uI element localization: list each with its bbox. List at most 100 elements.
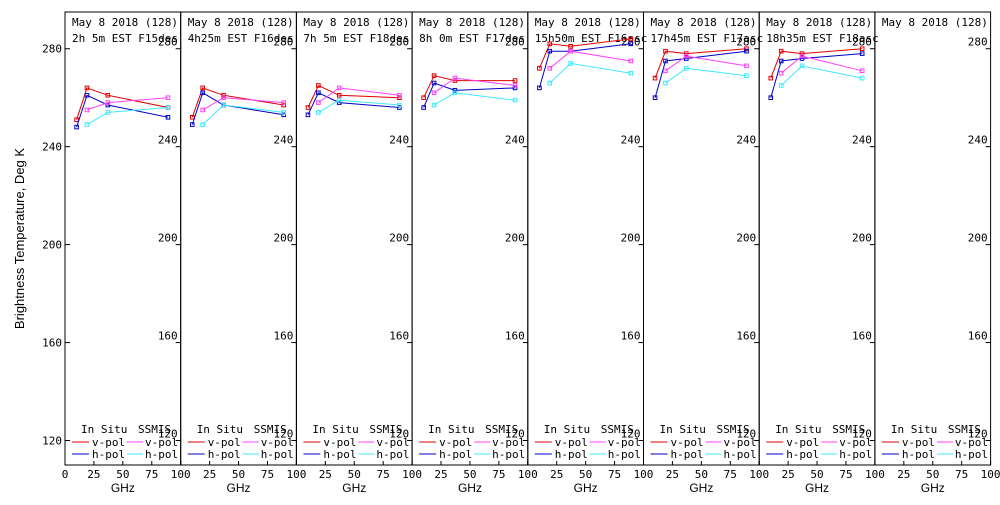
panel-title-date: May 8 2018 (128) <box>651 16 757 29</box>
x-tick-label: 50 <box>579 468 592 481</box>
legend-label-insitu: v-pol <box>439 436 472 449</box>
data-point <box>200 85 205 91</box>
legend-ssmis-header: SSMIS <box>832 423 865 436</box>
y-tick-label: 240 <box>158 134 178 147</box>
y-tick-label-left: 120 <box>42 435 62 448</box>
y-tick-label: 280 <box>389 36 409 49</box>
data-point <box>221 95 226 101</box>
data-point <box>778 58 784 64</box>
panel-title-date: May 8 2018 (128) <box>419 16 525 29</box>
data-point <box>165 114 171 120</box>
data-point <box>305 105 311 110</box>
data-point <box>316 83 321 88</box>
data-point <box>628 58 634 64</box>
data-point <box>652 75 658 81</box>
x-tick-label: 100 <box>402 468 422 481</box>
data-point <box>421 95 426 101</box>
data-point <box>663 80 668 86</box>
x-axis-label: GHz <box>689 481 713 495</box>
data-point <box>397 105 402 110</box>
series-line-in-situ-h-pol <box>654 50 747 98</box>
series-line-in-situ-v-pol <box>538 38 631 69</box>
data-point <box>568 48 573 54</box>
panel-title-date: May 8 2018 (128) <box>303 16 409 29</box>
x-tick-label: 100 <box>171 468 191 481</box>
panel-title-time: 17h45m EST F17asc <box>651 32 764 45</box>
y-tick-label: 200 <box>505 232 525 245</box>
y-tick-label: 280 <box>274 36 294 49</box>
panel-6: May 8 2018 (128) 17h45m EST F17asc 120 160 2… <box>643 11 769 495</box>
data-point <box>547 80 553 86</box>
x-axis-label: GHz <box>921 481 945 495</box>
series-line-in-situ-h-pol <box>76 94 169 128</box>
data-point <box>200 122 205 127</box>
x-tick-label: 50 <box>926 468 939 481</box>
data-point <box>221 102 226 108</box>
legend-label-ssmis: h-pol <box>261 448 294 461</box>
data-point <box>768 95 774 101</box>
x-axis-label: GHz <box>574 481 598 495</box>
legend-label-ssmis: v-pol <box>145 436 178 449</box>
x-tick-label: 50 <box>695 468 708 481</box>
x-tick-label: 25 <box>782 468 795 481</box>
y-tick-label: 200 <box>736 232 756 245</box>
panel-title-date: May 8 2018 (128) <box>72 16 178 29</box>
legend-label-insitu: v-pol <box>208 436 241 449</box>
data-point <box>281 112 286 118</box>
data-point <box>452 75 458 81</box>
legend-label-ssmis: h-pol <box>724 448 757 461</box>
data-point <box>165 95 171 101</box>
y-tick-label: 120 <box>621 428 641 441</box>
data-point <box>397 92 402 98</box>
data-point <box>84 92 90 98</box>
data-point <box>512 97 518 103</box>
legend-label-ssmis: v-pol <box>608 436 641 449</box>
x-axis-label: GHz <box>342 481 366 495</box>
y-tick-label: 160 <box>968 330 988 343</box>
x-tick-label: 25 <box>666 468 679 481</box>
y-tick-label: 120 <box>158 428 178 441</box>
data-point <box>336 92 342 98</box>
data-point <box>512 85 518 91</box>
legend-label-ssmis: v-pol <box>492 436 525 449</box>
data-point <box>744 63 749 69</box>
legend-label-insitu: v-pol <box>323 436 356 449</box>
legend-ssmis-header: SSMIS <box>485 423 518 436</box>
x-tick-label: 50 <box>810 468 823 481</box>
panel-title-time: 18h35m EST F18asc <box>766 32 879 45</box>
x-tick-label: 100 <box>286 468 306 481</box>
data-point <box>189 114 195 120</box>
panel-3: May 8 2018 (128) 7h 5m EST F18des 120 160 20… <box>295 11 422 495</box>
series-line-ssmis-h-pol <box>202 104 284 125</box>
y-tick-label: 160 <box>505 330 525 343</box>
y-tick-label: 200 <box>621 232 641 245</box>
legend-label-insitu: v-pol <box>902 436 935 449</box>
data-point <box>305 112 311 118</box>
y-tick-label-left: 160 <box>42 337 62 350</box>
panel-title-date: May 8 2018 (128) <box>882 16 988 29</box>
legend-label-ssmis: v-pol <box>839 436 872 449</box>
y-tick-label-left: 280 <box>42 43 62 56</box>
series-line-in-situ-h-pol <box>307 92 400 116</box>
data-point <box>684 53 689 59</box>
y-tick-label: 120 <box>852 428 872 441</box>
legend-insitu-header: In Situ <box>428 423 474 436</box>
series-line-in-situ-v-pol <box>654 48 747 79</box>
data-point <box>537 85 542 91</box>
series-line-in-situ-v-pol <box>770 48 863 79</box>
x-tick-label: 100 <box>634 468 654 481</box>
data-point <box>397 102 402 108</box>
y-tick-label: 160 <box>274 330 294 343</box>
data-point <box>778 48 784 54</box>
data-point <box>859 68 865 74</box>
x-axis-label: GHz <box>111 481 135 495</box>
data-point <box>663 68 668 74</box>
data-point <box>189 122 195 127</box>
legend-label-ssmis: v-pol <box>376 436 409 449</box>
data-point <box>336 100 342 105</box>
legend-ssmis-header: SSMIS <box>138 423 171 436</box>
series-line-ssmis-v-pol <box>86 97 169 111</box>
x-tick-label: 75 <box>492 468 505 481</box>
